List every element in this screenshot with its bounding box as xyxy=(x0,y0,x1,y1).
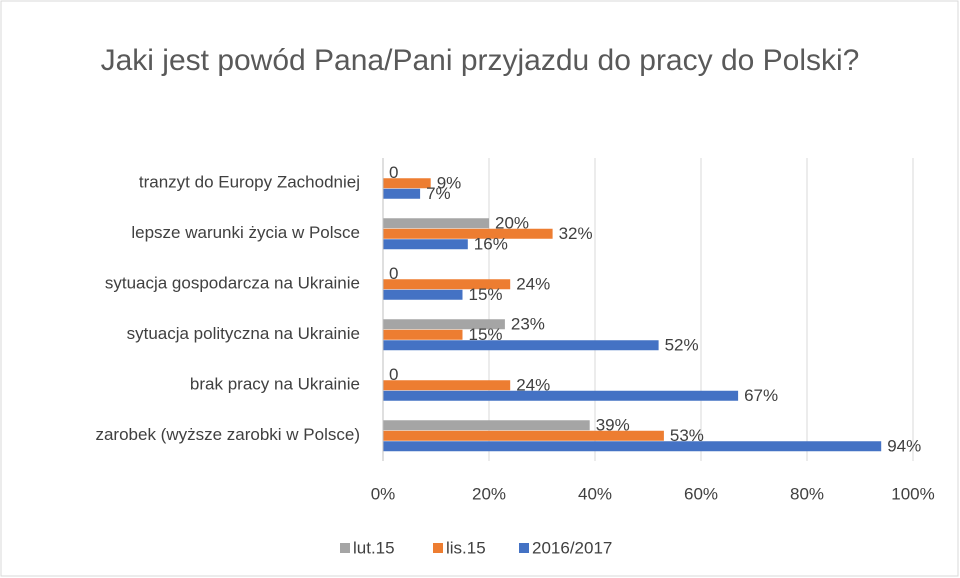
x-tick-label: 100% xyxy=(891,484,934,503)
y-tick-label: zarobek (wyższe zarobki w Polsce) xyxy=(95,425,360,444)
data-label: 67% xyxy=(744,386,778,405)
legend-swatch xyxy=(519,543,529,553)
bar xyxy=(383,329,463,340)
bar xyxy=(383,390,739,401)
bar xyxy=(383,279,511,290)
legend-swatch xyxy=(340,543,350,553)
y-tick-label: brak pracy na Ukrainie xyxy=(190,375,360,394)
legend-label: lis.15 xyxy=(446,538,486,557)
data-label: 23% xyxy=(511,315,545,334)
data-label: 15% xyxy=(469,325,503,344)
bar xyxy=(383,441,882,452)
data-label: 7% xyxy=(426,184,451,203)
legend-label: 2016/2017 xyxy=(532,538,612,557)
bar xyxy=(383,380,511,391)
data-label: 24% xyxy=(516,275,550,294)
x-tick-label: 80% xyxy=(790,484,824,503)
bar xyxy=(383,228,553,239)
legend-swatch xyxy=(433,543,443,553)
bar xyxy=(383,319,505,330)
bar xyxy=(383,218,489,229)
chart-title: Jaki jest powód Pana/Pani przyjazdu do p… xyxy=(100,44,860,77)
x-tick-label: 20% xyxy=(472,484,506,503)
data-label: 15% xyxy=(469,285,503,304)
bar xyxy=(383,340,659,351)
y-tick-label: sytuacja gospodarcza na Ukrainie xyxy=(105,274,360,293)
y-tick-label: tranzyt do Europy Zachodniej xyxy=(139,173,360,192)
y-tick-label: sytuacja polityczna na Ukrainie xyxy=(127,324,360,343)
bar xyxy=(383,178,431,189)
x-tick-label: 0% xyxy=(371,484,396,503)
bar xyxy=(383,420,590,431)
bar xyxy=(383,430,664,441)
bar xyxy=(383,188,421,199)
data-label: 0 xyxy=(389,365,398,384)
x-tick-label: 60% xyxy=(684,484,718,503)
data-label: 94% xyxy=(887,437,921,456)
data-label: 0 xyxy=(389,264,398,283)
data-label: 20% xyxy=(495,214,529,233)
data-label: 9% xyxy=(437,174,462,193)
legend-label: lut.15 xyxy=(353,538,395,557)
bar xyxy=(383,239,468,250)
data-label: 53% xyxy=(670,426,704,445)
bar xyxy=(383,289,463,300)
data-label: 32% xyxy=(559,224,593,243)
data-label: 16% xyxy=(474,235,508,254)
y-tick-label: lepsze warunki życia w Polsce xyxy=(131,223,360,242)
data-label: 39% xyxy=(596,416,630,435)
x-tick-label: 40% xyxy=(578,484,612,503)
data-label: 24% xyxy=(516,376,550,395)
data-label: 52% xyxy=(665,336,699,355)
data-label: 0 xyxy=(389,163,398,182)
